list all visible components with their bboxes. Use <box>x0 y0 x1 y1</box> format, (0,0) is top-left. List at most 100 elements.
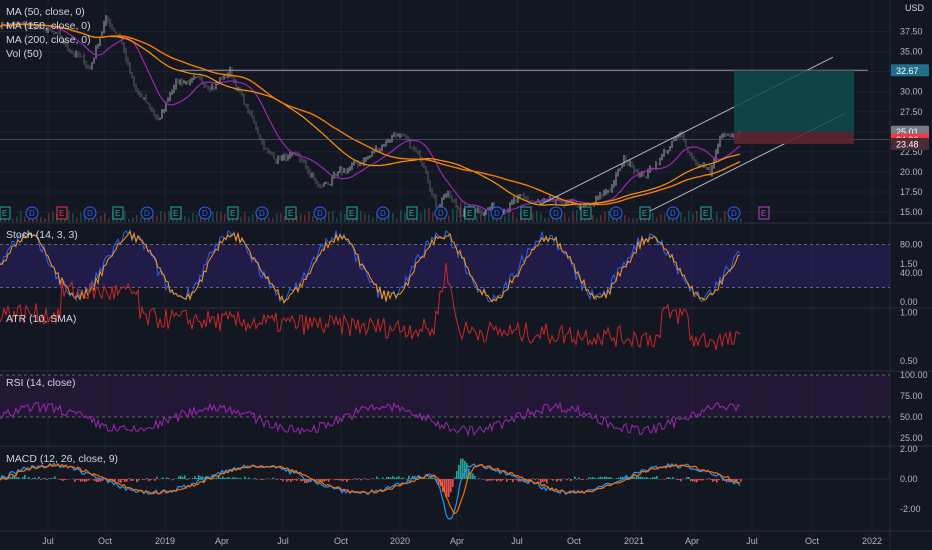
event-marker-label: E <box>115 209 120 218</box>
volume-bar <box>84 215 86 222</box>
volume-bar <box>432 212 434 222</box>
volume-bar <box>220 211 222 222</box>
atr-label[interactable]: ATR (10, SMA) <box>6 313 77 325</box>
macd-histogram-bar <box>694 479 696 482</box>
macd-histogram-bar <box>138 479 140 481</box>
macd-histogram-bar <box>578 477 580 479</box>
volume-bar <box>224 213 226 222</box>
earnings-marker <box>758 206 770 220</box>
macd-label[interactable]: MACD (12, 26, close, 9) <box>6 453 119 465</box>
macd-histogram-bar <box>124 479 126 482</box>
event-marker-label: E <box>230 209 235 218</box>
macd-histogram-bar <box>62 479 64 481</box>
macd-histogram-bar <box>256 479 258 480</box>
volume-bar <box>372 217 374 222</box>
volume-bar <box>620 216 622 222</box>
macd-histogram-bar <box>276 479 278 481</box>
macd-histogram-bar <box>568 478 570 479</box>
legend-ma200[interactable]: MA (200, close, 0) <box>6 34 91 46</box>
macd-histogram-bar <box>282 479 284 482</box>
volume-bar <box>424 208 426 222</box>
macd-histogram-bar <box>590 477 592 479</box>
volume-bar <box>676 215 678 222</box>
macd-histogram-bar <box>714 479 716 481</box>
macd-histogram-bar <box>538 479 540 481</box>
dividend-marker <box>313 206 327 220</box>
macd-histogram-bar <box>272 477 274 479</box>
volume-bar <box>124 210 126 222</box>
macd-histogram-bar <box>50 478 52 479</box>
macd-histogram-bar <box>430 476 432 479</box>
volume-bar <box>660 214 662 222</box>
volume-bar <box>388 214 390 222</box>
volume-bar <box>188 217 190 222</box>
volume-bar <box>740 218 742 222</box>
volume-bar <box>384 218 386 222</box>
x-tick-label: 2022 <box>862 536 882 546</box>
volume-bar <box>696 210 698 222</box>
earnings-marker <box>285 206 297 220</box>
macd-histogram-bar <box>494 479 496 480</box>
macd-histogram-bar <box>500 479 502 482</box>
macd-histogram-bar <box>506 479 508 482</box>
macd-histogram-bar <box>388 477 390 479</box>
volume-bar <box>360 210 362 222</box>
macd-histogram-bar <box>414 475 416 479</box>
price-legend: MA (50, close, 0) MA (150, close, 0) MA … <box>6 5 91 61</box>
volume-bar <box>376 212 378 222</box>
macd-histogram-bar <box>696 479 698 483</box>
macd-histogram-bar <box>76 479 78 480</box>
volume-bar <box>328 211 330 222</box>
rsi-label[interactable]: RSI (14, close) <box>6 377 76 389</box>
macd-histogram-bar <box>274 478 276 479</box>
stoch-label[interactable]: Stoch (14, 3, 3) <box>6 229 78 241</box>
volume-bar <box>92 217 94 222</box>
macd-histogram-bar <box>474 475 476 479</box>
macd-histogram-bar <box>280 479 282 480</box>
macd-histogram-bar <box>94 479 96 482</box>
volume-bar <box>540 213 542 222</box>
earnings-marker <box>520 206 532 220</box>
currency-label[interactable]: USD <box>904 3 924 13</box>
legend-ma150[interactable]: MA (150, close, 0) <box>6 20 91 32</box>
rsi-tick-label: 75.00 <box>900 391 923 401</box>
macd-histogram-bar <box>64 479 66 480</box>
event-marker-label: D <box>494 209 500 218</box>
price-tick-label: 37.50 <box>900 27 923 37</box>
macd-histogram-bar <box>214 477 216 479</box>
event-marker-label: D <box>317 209 323 218</box>
macd-histogram-bar <box>482 479 484 480</box>
profit-zone <box>734 70 854 132</box>
legend-ma50[interactable]: MA (50, close, 0) <box>6 6 85 18</box>
macd-histogram-bar <box>598 477 600 479</box>
macd-histogram-bar <box>326 479 328 481</box>
macd-histogram-bar <box>622 476 624 479</box>
volume-bar <box>592 215 594 222</box>
event-marker-label: E <box>703 209 708 218</box>
volume-bar <box>460 201 462 222</box>
macd-tick-label: 2.00 <box>900 444 918 454</box>
volume-bar <box>480 214 482 222</box>
macd-histogram-bar <box>640 476 642 479</box>
macd-histogram-bar <box>592 477 594 479</box>
macd-histogram-bar <box>678 479 680 480</box>
volume-bar <box>108 218 110 222</box>
x-tick-label: 2021 <box>624 536 644 546</box>
macd-histogram-bar <box>364 478 366 479</box>
macd-histogram-bar <box>248 477 250 479</box>
legend-vol[interactable]: Vol (50) <box>6 48 43 60</box>
volume-bar <box>156 216 158 222</box>
rsi-tick-label: 50.00 <box>900 412 923 422</box>
price-badge-label: 32.67 <box>896 66 919 76</box>
macd-histogram-bar <box>518 479 520 482</box>
macd-histogram-bar <box>570 479 572 481</box>
volume-bar <box>68 210 70 222</box>
volume-bar <box>324 213 326 222</box>
dividend-marker <box>549 206 563 220</box>
macd-histogram-bar <box>396 477 398 479</box>
macd-histogram-bar <box>84 479 86 482</box>
macd-histogram-bar <box>676 479 678 480</box>
macd-histogram-bar <box>292 479 294 481</box>
macd-histogram-bar <box>394 477 396 479</box>
